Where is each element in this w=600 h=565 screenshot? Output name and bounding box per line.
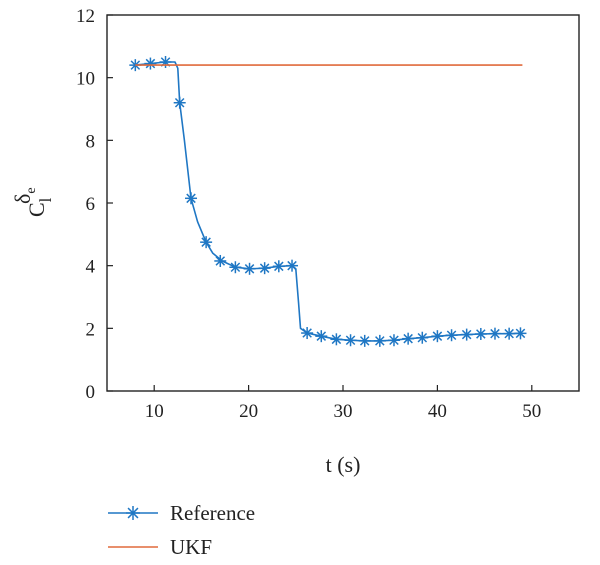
point-reference-24 (474, 327, 487, 340)
point-reference-21 (431, 330, 444, 343)
x-axis-label: t (s) (326, 452, 361, 477)
point-reference-14 (330, 333, 343, 346)
y-axis-label-sub: l (36, 197, 55, 202)
x-tick-label-50: 50 (522, 401, 541, 422)
y-tick-label-8: 8 (86, 131, 96, 152)
y-tick-label-12: 12 (76, 6, 95, 27)
point-reference-3 (173, 96, 186, 109)
y-axis-label-sup: δ (10, 194, 35, 204)
axis-ticks: 10 20 30 40 50 0 2 4 6 8 10 12 (76, 6, 541, 422)
series-layer (129, 56, 527, 347)
svg-text:Cl: Cl (24, 197, 55, 217)
point-reference-16 (358, 334, 371, 347)
x-tick-label-20: 20 (239, 401, 258, 422)
point-reference-19 (402, 332, 415, 345)
point-reference-13 (315, 330, 328, 343)
point-reference-8 (243, 262, 256, 275)
legend-label-ukf: UKF (170, 535, 212, 559)
point-reference-20 (416, 331, 429, 344)
svg-text:δe: δe (10, 187, 39, 204)
point-reference-23 (460, 328, 473, 341)
y-axis-label-supsub: e (24, 187, 39, 193)
point-reference-1 (144, 57, 157, 70)
y-tick-label-6: 6 (86, 194, 96, 215)
y-tick-label-0: 0 (86, 382, 96, 403)
legend-marker-star (126, 506, 140, 520)
point-reference-11 (286, 259, 299, 272)
legend-item-reference: Reference (108, 501, 255, 525)
point-reference-4 (185, 192, 198, 205)
point-reference-10 (272, 260, 285, 273)
legend-marker-reference (126, 506, 140, 520)
point-reference-5 (200, 236, 213, 249)
legend-label-reference: Reference (170, 501, 255, 525)
point-reference-9 (258, 262, 271, 275)
point-reference-26 (503, 327, 516, 340)
point-reference-18 (387, 334, 400, 347)
legend: Reference UKF (108, 501, 255, 559)
point-reference-25 (488, 327, 501, 340)
point-reference-2 (159, 56, 172, 68)
point-reference-12 (301, 327, 314, 340)
y-axis-label: Cl δe (10, 187, 55, 217)
point-reference-15 (344, 334, 357, 347)
x-tick-label-10: 10 (145, 401, 164, 422)
point-reference-7 (229, 261, 242, 274)
y-axis-label-base: C (24, 202, 49, 217)
x-tick-label-30: 30 (334, 401, 353, 422)
y-tick-label-2: 2 (86, 319, 96, 340)
point-reference-6 (214, 254, 227, 267)
series-line-reference (135, 61, 521, 342)
y-tick-label-10: 10 (76, 69, 95, 90)
legend-item-ukf: UKF (108, 535, 212, 559)
point-reference-27 (514, 327, 527, 340)
x-tick-label-40: 40 (428, 401, 447, 422)
point-reference-22 (445, 329, 458, 342)
point-reference-17 (373, 334, 386, 347)
y-tick-label-4: 4 (86, 257, 96, 278)
